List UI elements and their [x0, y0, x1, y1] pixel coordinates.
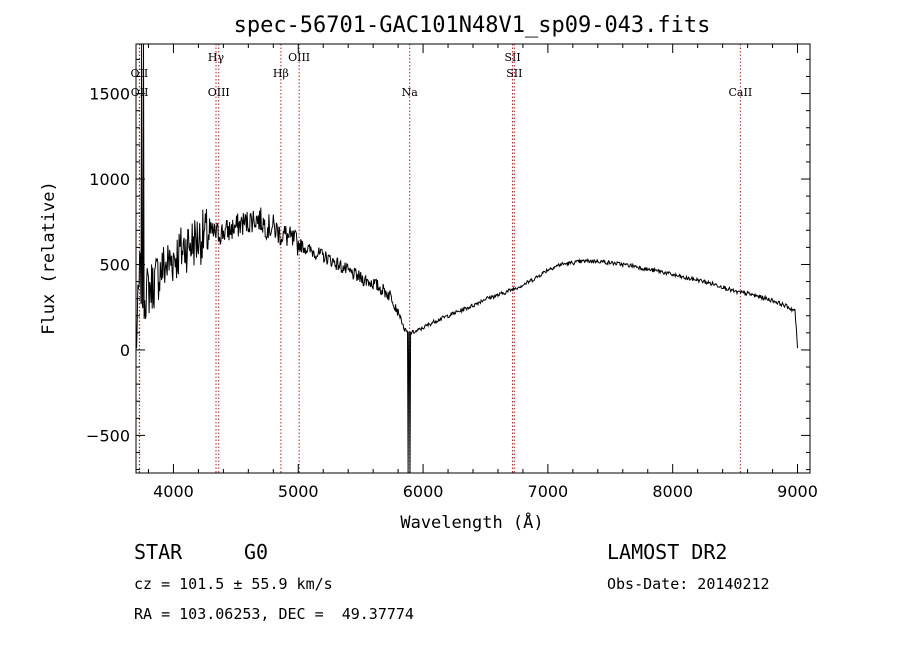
redshift-text: cz = 101.5 ± 55.9 km/s: [134, 575, 333, 593]
x-tick-label: 8000: [652, 482, 693, 501]
y-tick-label: 500: [99, 255, 130, 274]
line-label-hβ: Hβ: [273, 67, 289, 80]
y-tick-label: −500: [86, 426, 130, 445]
plot-frame: [135, 43, 811, 474]
x-tick-label: 7000: [528, 482, 569, 501]
object-subclass: G0: [244, 540, 269, 564]
x-axis-label: Wavelength (Å): [400, 511, 543, 533]
line-label-na: Na: [402, 86, 419, 99]
object-class: STAR: [134, 540, 183, 564]
y-tick-label: 1500: [89, 85, 130, 104]
x-tick-label: 4000: [153, 482, 194, 501]
chart-title: spec-56701-GAC101N48V1_sp09-043.fits: [234, 13, 711, 38]
axis-ticks: 4000 5000 6000 7000 8000 9000 −500 0 500 1000 1500: [86, 44, 818, 501]
line-label-caii: CaII: [729, 86, 753, 99]
line-label-oiii: OIII: [208, 86, 230, 99]
x-tick-label: 9000: [777, 482, 818, 501]
x-tick-label: 5000: [278, 482, 319, 501]
x-tick-label: 6000: [403, 482, 444, 501]
line-label-sii: SII: [504, 51, 520, 64]
y-tick-label: 0: [120, 341, 130, 360]
survey-label: LAMOST DR2: [607, 540, 728, 564]
coordinates-text: RA = 103.06253, DEC = 49.37774: [134, 605, 414, 623]
line-label-sii: SII: [506, 67, 522, 80]
line-label-hγ: Hγ: [208, 51, 225, 64]
obs-date-text: Obs-Date: 20140212: [607, 575, 770, 593]
line-label-oii: OII: [131, 86, 149, 99]
line-label-oiii: OIII: [288, 51, 310, 64]
spectrum-chart: spec-56701-GAC101N48V1_sp09-043.fits OII…: [39, 13, 818, 533]
y-axis-label: Flux (relative): [39, 181, 59, 335]
spectrum-series: [135, 43, 798, 474]
y-tick-label: 1000: [89, 170, 130, 189]
